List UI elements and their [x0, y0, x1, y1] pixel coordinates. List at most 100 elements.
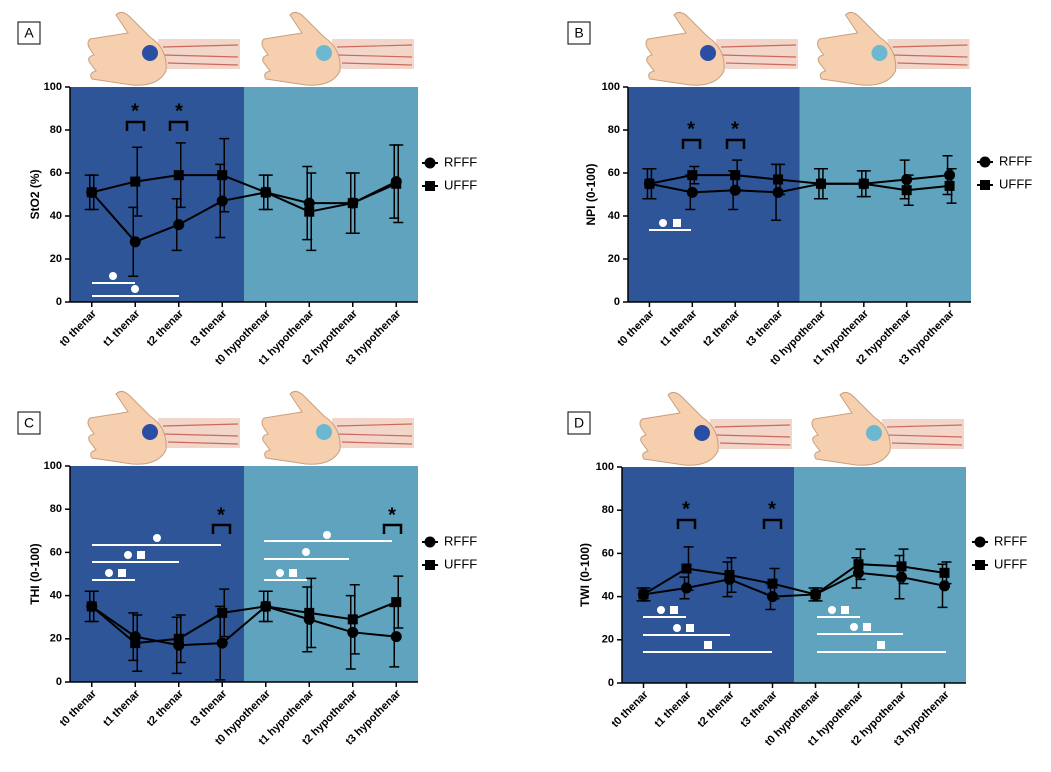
legend-marker — [974, 536, 986, 548]
marker — [391, 597, 402, 608]
legend-label: UFFF — [444, 556, 477, 571]
y-tick-label: 60 — [602, 547, 614, 559]
marker — [391, 178, 402, 189]
vein — [341, 441, 413, 445]
significance-bracket — [211, 523, 232, 534]
vein — [725, 62, 797, 66]
x-tick-label: t3 thenar — [188, 687, 230, 729]
significance-circle — [153, 534, 161, 542]
thenar-background — [628, 87, 800, 302]
x-tick-label: t2 thenar — [695, 688, 737, 730]
marker — [217, 607, 228, 618]
vein — [336, 433, 413, 437]
significance-star: * — [682, 498, 690, 520]
y-tick-label: 100 — [44, 81, 62, 93]
vein — [162, 54, 239, 58]
marker — [944, 180, 955, 191]
hypothenar-background — [799, 87, 971, 302]
hand — [261, 390, 341, 465]
sensor-dot — [700, 45, 716, 61]
y-tick-label: 0 — [608, 677, 614, 689]
y-tick-label: 20 — [608, 253, 620, 265]
hand — [811, 391, 891, 466]
sensor-dot — [316, 424, 332, 440]
significance-bracket — [382, 523, 403, 534]
sensor-dot — [142, 45, 158, 61]
series-line — [649, 174, 950, 194]
hand — [87, 11, 167, 86]
marker — [772, 186, 784, 198]
hand — [645, 11, 725, 86]
x-tick-label: t0 thenar — [615, 307, 657, 349]
vein — [336, 54, 413, 58]
legend-marker — [424, 157, 436, 169]
significance-circle — [302, 548, 310, 556]
vein — [892, 44, 968, 48]
marker — [260, 187, 271, 198]
y-tick-label: 60 — [50, 546, 62, 558]
legend-label: RFFF — [444, 533, 477, 548]
marker — [304, 206, 315, 217]
hand-illustration — [261, 11, 414, 86]
series-line — [91, 605, 397, 647]
y-tick-label: 40 — [50, 210, 62, 222]
marker — [773, 174, 784, 185]
significance-circle — [124, 551, 132, 559]
marker — [815, 178, 826, 189]
marker — [173, 219, 185, 231]
marker — [686, 186, 698, 198]
legend-label: UFFF — [994, 556, 1027, 571]
significance-star: * — [388, 504, 396, 526]
x-tick-label: t1 thenar — [101, 307, 143, 349]
marker — [173, 633, 184, 644]
y-axis-label: NPI (0-100) — [584, 163, 598, 225]
significance-square — [704, 641, 712, 649]
y-tick-label: 20 — [602, 634, 614, 646]
significance-bracket — [676, 518, 697, 529]
vein — [167, 62, 239, 66]
marker — [129, 236, 141, 248]
y-axis-label: TWI (0-100) — [578, 543, 592, 607]
hand-illustration — [639, 391, 792, 466]
x-tick-label: t2 thenar — [145, 307, 187, 349]
significance-square — [673, 219, 681, 227]
significance-square — [877, 641, 885, 649]
y-tick-label: 40 — [50, 590, 62, 602]
vein — [162, 44, 239, 48]
marker — [347, 626, 359, 638]
series-line — [643, 571, 945, 598]
vein — [897, 62, 968, 66]
sensor-dot — [316, 45, 332, 61]
x-tick-label: t2 thenar — [145, 687, 187, 729]
marker — [687, 170, 698, 181]
vein — [336, 44, 413, 48]
significance-square — [137, 551, 145, 559]
vein — [167, 441, 239, 445]
marker — [939, 580, 950, 592]
x-tick-label: t1 thenar — [101, 687, 143, 729]
vein — [719, 442, 791, 446]
marker — [216, 195, 228, 207]
panel-label-box — [567, 411, 591, 435]
marker — [216, 637, 228, 649]
vein — [714, 434, 791, 438]
y-tick-label: 80 — [608, 124, 620, 136]
panel-label: B — [574, 25, 583, 41]
significance-circle — [850, 623, 858, 631]
y-tick-label: 0 — [614, 296, 620, 308]
x-tick-label: t2 thenar — [701, 307, 743, 349]
y-axis-label: THI (0-100) — [28, 543, 42, 604]
y-tick-label: 60 — [50, 167, 62, 179]
marker — [681, 563, 692, 574]
y-tick-label: 0 — [56, 676, 62, 688]
x-tick-label: t1 thenar — [658, 307, 700, 349]
marker — [347, 614, 358, 625]
significance-star: * — [687, 118, 695, 140]
vein — [341, 62, 413, 66]
x-tick-label: t0 thenar — [58, 307, 100, 349]
legend-label: RFFF — [994, 533, 1027, 548]
vein — [162, 423, 239, 427]
marker — [939, 567, 950, 578]
significance-star: * — [175, 100, 183, 122]
